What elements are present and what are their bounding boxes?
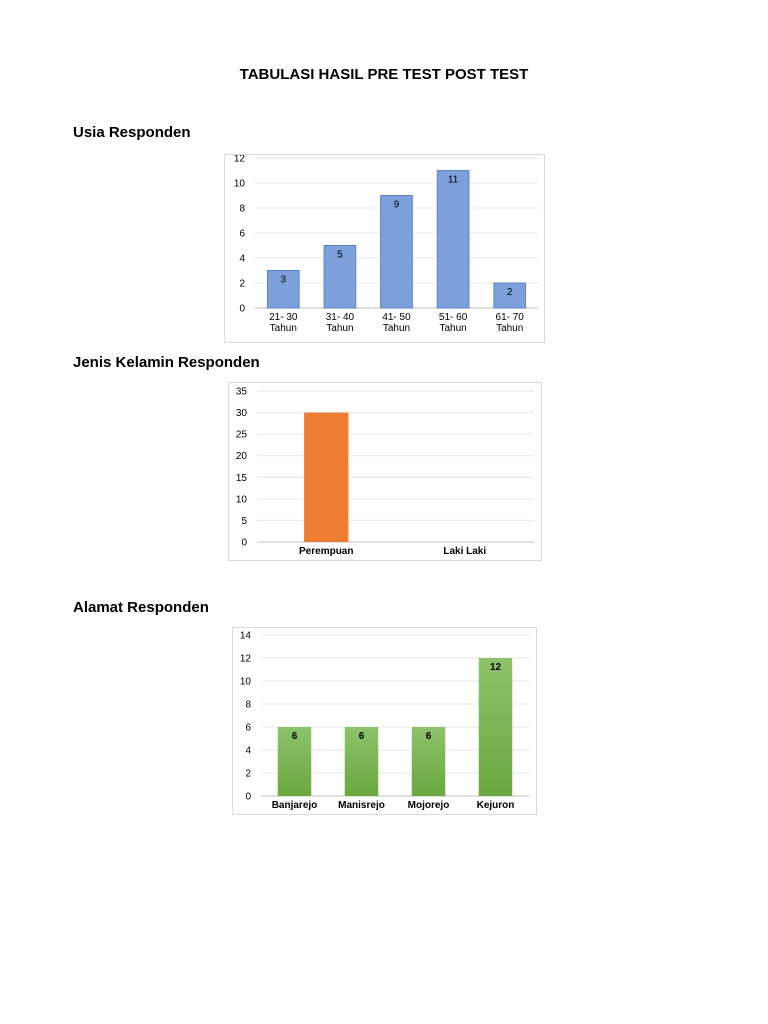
gender-y-tick-label: 5 <box>241 516 247 527</box>
alamat-category-label: Kejuron <box>477 800 515 811</box>
usia-bar <box>266 270 300 309</box>
gender-y-tick-label: 20 <box>236 451 248 462</box>
usia-category-label: 61- 70 Tahun <box>496 312 525 334</box>
gender-y-tick-label: 35 <box>236 387 248 398</box>
usia-data-label: 11 <box>448 175 459 186</box>
usia-bar <box>493 282 527 309</box>
chart-jenis-kelamin: 0 5 10 15 20 25 30 35 Perempuan Laki Laki <box>228 382 542 561</box>
chart-alamat: 0 2 4 6 8 10 12 14 6 Banjarejo 6 Manisrejo 6 Mojorejo… <box>232 627 537 815</box>
alamat-y-tick-label: 12 <box>240 654 252 665</box>
alamat-y-tick-label: 14 <box>240 631 252 642</box>
alamat-category-label: Mojorejo <box>408 800 450 811</box>
usia-y-tick-label: 10 <box>234 179 246 190</box>
gender-category-label: Laki Laki <box>443 546 486 557</box>
usia-y-tick-label: 4 <box>239 254 245 265</box>
alamat-y-tick-label: 4 <box>245 746 251 757</box>
usia-data-label: 2 <box>507 287 513 298</box>
alamat-data-label: 6 <box>426 731 432 742</box>
usia-y-tick-label: 0 <box>239 304 245 315</box>
alamat-bar <box>277 727 312 796</box>
usia-y-tick-label: 2 <box>239 279 245 290</box>
alamat-bar <box>411 727 446 796</box>
gender-y-tick-label: 10 <box>236 494 248 505</box>
chart-usia-svg: 0 2 4 6 8 10 12 3 21- 30 Tahun 5 31- 40 Tahun 9 41- 50… <box>234 155 538 334</box>
gender-y-tick-label: 25 <box>236 430 248 441</box>
usia-category-label: 21- 30 Tahun <box>269 312 298 334</box>
usia-data-label: 3 <box>281 275 287 286</box>
gender-y-tick-label: 0 <box>241 538 247 549</box>
alamat-bar <box>344 727 379 796</box>
section-heading-alamat: Alamat Responden <box>73 599 209 616</box>
gender-y-tick-label: 30 <box>236 408 248 419</box>
alamat-y-tick-label: 8 <box>245 700 251 711</box>
usia-data-label: 5 <box>337 250 343 261</box>
alamat-bar <box>478 658 513 796</box>
gender-category-label: Perempuan <box>299 546 353 557</box>
usia-category-label: 51- 60 Tahun <box>439 312 468 334</box>
alamat-y-tick-label: 2 <box>245 769 251 780</box>
alamat-data-label: 6 <box>359 731 365 742</box>
usia-category-label: 31- 40 Tahun <box>326 312 355 334</box>
usia-y-tick-label: 12 <box>234 155 246 165</box>
section-heading-usia: Usia Responden <box>73 124 191 141</box>
gender-bar <box>304 412 349 542</box>
alamat-y-tick-label: 10 <box>240 677 252 688</box>
usia-y-tick-label: 8 <box>239 204 245 215</box>
usia-y-tick-label: 6 <box>239 229 245 240</box>
alamat-category-label: Manisrejo <box>338 800 385 811</box>
usia-bar <box>323 245 357 309</box>
usia-data-label: 9 <box>394 200 400 211</box>
chart-jenis-kelamin-svg: 0 5 10 15 20 25 30 35 Perempuan Laki Laki <box>236 387 534 557</box>
chart-usia: 0 2 4 6 8 10 12 3 21- 30 Tahun 5 31- 40 Tahun 9 41- 50… <box>224 154 545 343</box>
alamat-data-label: 6 <box>292 731 298 742</box>
alamat-y-tick-label: 0 <box>245 792 251 803</box>
alamat-y-tick-label: 6 <box>245 723 251 734</box>
document-title: TABULASI HASIL PRE TEST POST TEST <box>239 66 529 83</box>
alamat-data-label: 12 <box>490 662 502 673</box>
usia-bar <box>436 170 470 309</box>
alamat-category-label: Banjarejo <box>272 800 318 811</box>
usia-category-label: 41- 50 Tahun <box>382 312 411 334</box>
chart-alamat-svg: 0 2 4 6 8 10 12 14 6 Banjarejo 6 Manisrejo 6 Mojorejo… <box>240 631 529 811</box>
gender-y-tick-label: 15 <box>236 473 248 484</box>
section-heading-jenis-kelamin: Jenis Kelamin Responden <box>73 354 260 371</box>
usia-bar <box>380 195 413 309</box>
